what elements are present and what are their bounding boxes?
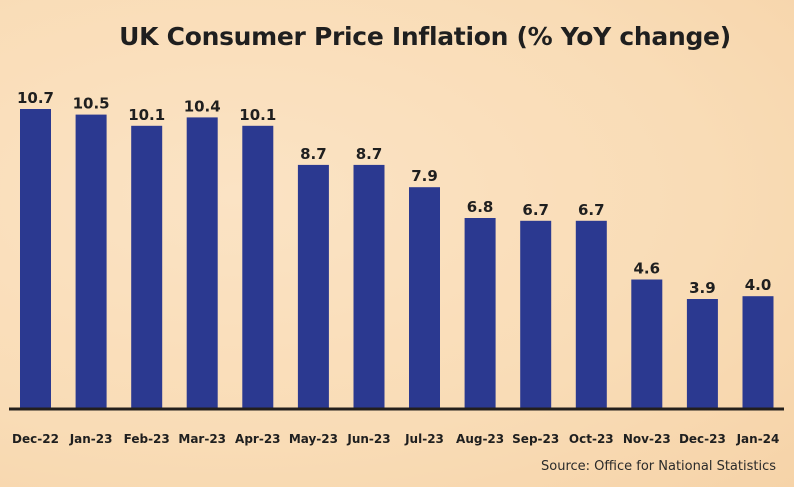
value-label: 4.0	[745, 276, 772, 294]
value-label: 6.7	[578, 201, 605, 219]
bar-sep-23	[520, 220, 552, 408]
x-tick-label: Dec-23	[679, 432, 726, 446]
bar-nov-23	[631, 279, 663, 408]
value-label: 6.7	[522, 201, 549, 219]
value-label: 3.9	[689, 279, 716, 297]
bars-group	[20, 109, 774, 409]
bar-aug-23	[464, 218, 496, 408]
bar-oct-23	[575, 220, 607, 408]
value-label: 8.7	[356, 145, 383, 163]
x-tick-label: Dec-22	[12, 432, 59, 446]
value-label: 10.4	[184, 97, 221, 115]
x-tick-label: Feb-23	[124, 432, 170, 446]
x-tick-label: Jan-23	[69, 432, 113, 446]
value-labels-group: 10.7 10.5 10.1 10.4 10.1 8.7 8.7 7.9 6.8 6.7 6.7 4.…	[17, 89, 771, 297]
x-tick-label: Apr-23	[235, 432, 280, 446]
chart-title: UK Consumer Price Inflation (% YoY chang…	[119, 22, 731, 51]
source-note: Source: Office for National Statistics	[541, 459, 776, 474]
value-label: 4.6	[634, 260, 661, 278]
bar-dec-23	[686, 299, 718, 408]
x-tick-label: Jul-23	[404, 432, 444, 446]
bar-mar-23	[186, 117, 218, 409]
x-tick-label: Mar-23	[178, 432, 226, 446]
bar-feb-23	[131, 125, 163, 409]
bar-dec-22	[20, 109, 51, 408]
bar-jan-24	[742, 296, 774, 408]
x-tick-label: Nov-23	[623, 432, 671, 446]
bar-may-23	[297, 164, 329, 408]
value-label: 7.9	[411, 167, 438, 185]
x-tick-label: Jun-23	[346, 432, 390, 446]
value-label: 10.7	[17, 89, 54, 107]
value-label: 10.5	[73, 95, 110, 113]
bar-jul-23	[409, 187, 440, 408]
x-tick-labels-group: Dec-22 Jan-23 Feb-23 Mar-23 Apr-23 May-23 Jun-…	[12, 432, 779, 446]
x-tick-label: Oct-23	[569, 432, 614, 446]
value-label: 10.1	[239, 106, 276, 124]
x-tick-label: Aug-23	[456, 432, 504, 446]
bar-jan-23	[75, 114, 107, 408]
x-tick-label: Sep-23	[512, 432, 559, 446]
x-tick-label: Jan-24	[736, 432, 780, 446]
bar-jun-23	[353, 164, 385, 408]
x-tick-label: May-23	[289, 432, 338, 446]
bar-apr-23	[242, 125, 274, 409]
value-label: 8.7	[300, 145, 327, 163]
value-label: 10.1	[128, 106, 165, 124]
value-label: 6.8	[467, 198, 494, 216]
